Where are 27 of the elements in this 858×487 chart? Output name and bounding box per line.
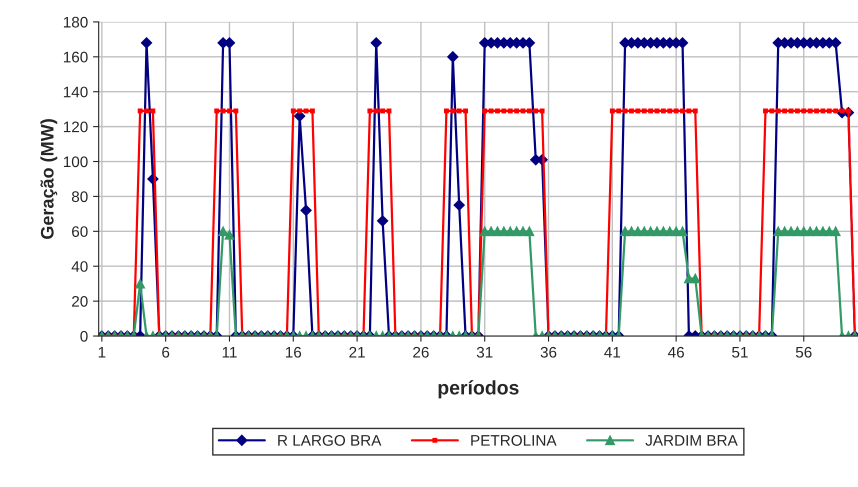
y-tick-label: 180 <box>64 16 88 28</box>
x-tick-label: 36 <box>540 346 556 358</box>
y-tick-label: 160 <box>64 52 88 63</box>
x-tick-label: 56 <box>796 346 812 358</box>
legend-label: JARDIM BRA <box>645 435 738 446</box>
x-tick-label: 21 <box>349 346 365 358</box>
y-tick-label: 100 <box>64 156 88 168</box>
x-axis-title: períodos <box>438 380 519 398</box>
legend-label: PETROLINA <box>471 434 557 446</box>
y-tick-label: 80 <box>72 191 88 202</box>
y-tick-label: 40 <box>72 261 88 272</box>
y-tick-label: 120 <box>64 121 88 132</box>
y-axis-title: Geração (MW) <box>40 119 58 239</box>
legend-label: R LARGO BRA <box>278 434 382 446</box>
y-tick-label: 20 <box>72 296 88 307</box>
x-tick-label: 1 <box>98 347 106 358</box>
y-tick-label: 0 <box>80 330 88 342</box>
x-tick-label: 51 <box>732 347 748 358</box>
x-tick-label: 26 <box>413 346 429 358</box>
x-tick-label: 11 <box>222 347 237 358</box>
x-tick-label: 16 <box>286 346 302 358</box>
x-tick-label: 46 <box>668 346 684 358</box>
x-tick-label: 41 <box>604 347 620 358</box>
y-tick-label: 140 <box>64 86 88 98</box>
y-tick-label: 60 <box>72 226 88 238</box>
x-tick-label: 6 <box>162 346 170 358</box>
x-tick-label: 31 <box>476 346 492 358</box>
